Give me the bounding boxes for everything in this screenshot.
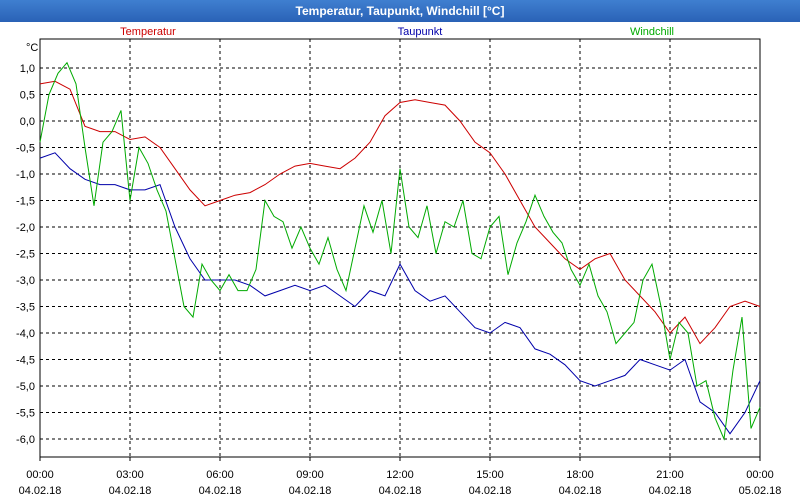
y-tick-label: -5,0 — [16, 381, 35, 393]
y-tick-label: 1,0 — [20, 63, 35, 75]
x-tick-time: 00:00 — [26, 469, 54, 481]
x-tick-time: 03:00 — [116, 469, 144, 481]
y-tick-label: -3,5 — [16, 302, 35, 314]
x-tick-time: 12:00 — [386, 469, 414, 481]
x-tick-date: 04.02.18 — [649, 485, 692, 497]
line-chart: 1,0 0,5 0,0 -0,5 -1,0 -1,5 -2,0 -2,5 -3,0 -3,5 -4,… — [16, 26, 782, 497]
legend-taupunkt: Taupunkt — [398, 26, 443, 38]
x-tick-date: 04.02.18 — [19, 485, 62, 497]
x-tick-time: 09:00 — [296, 469, 324, 481]
x-tick-time: 06:00 — [206, 469, 234, 481]
x-tick-date: 04.02.18 — [379, 485, 422, 497]
y-axis-unit: °C — [26, 42, 38, 54]
y-tick-label: -3,0 — [16, 275, 35, 287]
y-tick-label: -2,0 — [16, 222, 35, 234]
y-tick-label: -1,5 — [16, 196, 35, 208]
y-tick-label: -0,5 — [16, 143, 35, 155]
x-tick-time: 00:00 — [746, 469, 774, 481]
x-tick-date: 04.02.18 — [289, 485, 332, 497]
x-tick-date: 05.02.18 — [739, 485, 782, 497]
x-tick-date: 04.02.18 — [469, 485, 512, 497]
y-tick-label: -4,5 — [16, 355, 35, 367]
x-tick-time: 21:00 — [656, 469, 684, 481]
y-tick-label: -1,0 — [16, 169, 35, 181]
series-line-windchill — [39, 61, 761, 441]
legend-windchill: Windchill — [630, 26, 674, 38]
legend-temperatur: Temperatur — [120, 26, 176, 38]
y-tick-label: -6,0 — [16, 434, 35, 446]
x-tick-date: 04.02.18 — [109, 485, 152, 497]
x-tick-date: 04.02.18 — [199, 485, 242, 497]
x-tick-time: 18:00 — [566, 469, 594, 481]
y-tick-label: -2,5 — [16, 249, 35, 261]
x-tick-date: 04.02.18 — [559, 485, 602, 497]
x-tick-time: 15:00 — [476, 469, 504, 481]
y-tick-label: -5,5 — [16, 408, 35, 420]
series-line-taupunkt — [39, 152, 761, 435]
y-tick-label: -4,0 — [16, 328, 35, 340]
window-title: Temperatur, Taupunkt, Windchill [°C] — [0, 0, 800, 22]
y-tick-label: 0,0 — [20, 116, 35, 128]
y-tick-label: 0,5 — [20, 90, 35, 102]
